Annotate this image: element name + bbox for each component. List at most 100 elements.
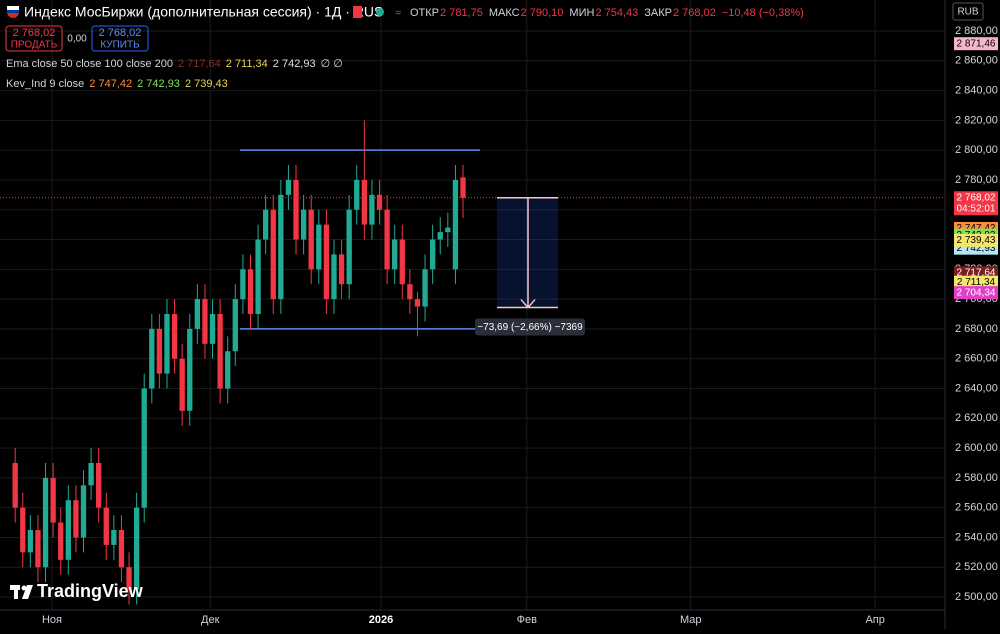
y-tick-label: 2 840,00 [955,84,998,96]
indicator-value: 2 742,93 [137,78,180,90]
candle-body [323,224,330,300]
ohlc-value: 2 781,75 [440,7,483,19]
candle-body [217,314,223,389]
sell-button[interactable] [5,25,63,52]
candle-body [338,254,345,285]
y-tick-label: 2 540,00 [955,531,998,543]
candle-body [270,209,276,300]
indicator-legends: Ema close 50 close 100 close 200 2 717,64… [6,58,343,90]
symbol-title: Индекс МосБиржи (дополнительная сессия) … [24,4,383,20]
candle-body [12,462,18,508]
candle-body [50,477,56,523]
price-tag [954,275,998,289]
ohlc-label: МАКС [489,7,520,19]
flag-stripe [7,10,19,13]
candle-body [331,254,337,300]
candle-body [202,299,208,344]
candle-body [240,269,246,300]
x-tick-label: Апр [865,614,884,626]
y-tick-label: 2 780,00 [955,174,998,186]
y-tick-label: 2 800,00 [955,144,998,156]
y-tick-label: 2 500,00 [955,591,998,603]
indicator-value: 2 739,43 [185,78,228,90]
candle-body [346,209,352,285]
candle-body [278,194,284,300]
price-tag [954,191,998,216]
indicator-value: ∅ ∅ [321,58,343,70]
sell-label[interactable]: ПРОДАТЬ [11,40,58,51]
candle-body [460,177,466,198]
plot: −73,69 (−2,66%) −7369 [0,0,945,610]
candle-body [452,179,459,270]
indicator-value: 2 717,64 [178,58,221,70]
price-tag-label: 2 871,46 [957,38,996,49]
candle-body [376,194,383,210]
candle-body [308,209,314,270]
candle-body [407,284,413,300]
candle-body [42,477,49,568]
y-tick-label: 2 680,00 [955,323,998,335]
ohlc-label: ЗАКР [644,7,672,19]
logo: TradingView [37,581,144,601]
candle-body [20,507,26,553]
candle-body [126,567,132,590]
indicator-name: Ema close 50 close 100 close 200 [6,58,173,70]
candle-body [156,328,163,374]
candle-body [232,299,238,352]
candle-body [384,209,390,270]
y-tick-label: 2 640,00 [955,382,998,394]
x-tick-label: Фев [517,614,537,626]
candle-body [445,227,451,233]
ohlc-legend: ОТКР 2 781,75 МАКС 2 790,10 МИН 2 754,43 ЗАКР 2… [410,7,804,19]
y-tick-label: 2 580,00 [955,472,998,484]
candle-body [247,269,254,315]
currency-box[interactable] [952,2,984,21]
y-tick-label: 2 820,00 [955,114,998,126]
measure-label-bg [475,318,585,336]
status-dot [376,8,384,16]
ohlc-label: МИН [569,7,594,19]
buy-label[interactable]: КУПИТЬ [100,40,140,51]
x-tick-label: Ноя [42,614,62,626]
buy-button[interactable] [91,25,149,52]
ohlc-value: 2 754,43 [595,7,638,19]
spread: 0,00 [67,34,87,45]
currency[interactable]: RUB [957,7,978,18]
candle-body [88,462,94,486]
y-tick-label: 2 560,00 [955,502,998,514]
price-tag-label: 2 747,42 [957,223,996,234]
candle-body [354,179,360,210]
candle-body [164,314,170,374]
candle-body [179,358,185,411]
flag-marker [353,6,362,18]
candle-body [96,462,102,508]
candle-body [422,269,428,307]
flag-stripe [7,6,19,10]
y-tick-label: 2 600,00 [955,442,998,454]
sell-price[interactable]: 2 768,02 [13,27,56,39]
candle-body [103,507,109,545]
x-tick-label: 2026 [369,614,393,626]
candle-body [194,299,201,329]
candle-body [209,314,216,344]
candle-body [187,328,193,411]
candle-body [316,224,322,270]
y-tick-label: 2 860,00 [955,55,998,67]
x-tick-label: Дек [201,614,220,626]
candle-body [293,179,299,240]
candle-body [399,239,405,285]
y-tick-label: 2 660,00 [955,353,998,365]
logo-mark [22,585,33,599]
price-tag [954,233,998,247]
candle-body [429,239,436,270]
price-tag-timer: 04:52:01 [957,203,996,214]
candle-body [111,530,117,545]
buy-price[interactable]: 2 768,02 [99,27,142,39]
ohlc-value: 2 768,02 [673,7,716,19]
candle-body [437,232,443,240]
ohlc-value: 2 790,10 [521,7,564,19]
candle-body [263,209,269,240]
indicator-value: 2 711,34 [226,58,268,70]
